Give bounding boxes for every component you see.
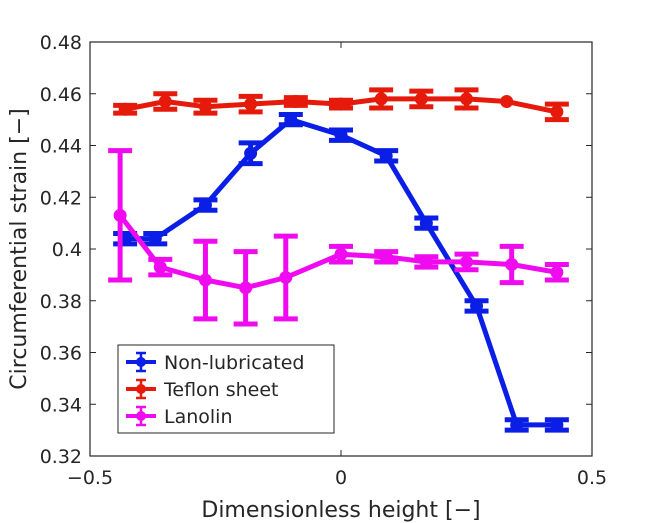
data-point [510,418,524,432]
data-point [198,273,212,287]
data-point [379,149,393,163]
legend-item-0: Non-lubricated [126,351,305,374]
x-tick-label: −0.5 [67,467,113,489]
data-point [118,102,132,116]
data-point [419,216,433,230]
data-point [198,198,212,212]
data-point [148,232,162,246]
legend-label: Teflon sheet [163,379,279,401]
data-point [379,250,393,264]
y-tick-label: 0.4 [52,239,82,261]
data-point [334,247,348,261]
legend-item-1: Teflon sheet [126,378,279,401]
data-point [239,281,253,295]
y-tick-label: 0.46 [40,84,82,106]
data-point [550,418,564,432]
data-point [419,255,433,269]
axes-layer: 0.32 0.34 0.36 0.38 0.4 0.42 0.44 0.46 0.48 −0.5 0… [40,32,607,489]
legend-marker [136,357,146,367]
legend-label: Non-lubricated [164,352,305,374]
data-point [550,265,564,279]
series-layer [108,87,569,433]
data-point [374,92,388,106]
legend-marker [136,411,146,421]
data-point [470,299,484,313]
legend-marker [136,384,146,394]
y-tick-label: 0.44 [40,136,82,158]
data-point [334,97,348,111]
y-tick-label: 0.36 [40,343,82,365]
y-axis-label: Circumferential strain [−] [7,108,32,389]
series-2 [108,148,569,327]
data-point [460,255,473,269]
data-point [289,95,303,109]
y-tick-label: 0.34 [40,394,82,416]
data-point [198,100,212,114]
series-1 [113,87,569,123]
data-point [113,208,127,222]
x-tick-label: 0 [335,467,347,489]
data-point [153,260,167,274]
y-tick-label: 0.32 [40,446,82,468]
y-tick-label: 0.48 [40,32,82,54]
x-axis-label: Dimensionless height [−] [201,498,480,523]
legend-label: Lanolin [164,406,233,428]
data-point [279,270,293,284]
data-point [460,92,473,106]
data-point [500,95,514,109]
data-point [334,128,348,142]
data-point [244,146,258,160]
data-point [244,97,258,111]
data-point [505,258,519,272]
y-tick-label: 0.42 [40,187,82,209]
data-point [284,113,298,127]
legend: Non-lubricated Teflon sheet Lanolin [117,344,335,434]
data-point [158,95,172,109]
legend-item-2: Lanolin [126,405,233,428]
x-tick-label: 0.5 [577,467,607,489]
data-point [414,92,428,106]
data-point [550,105,564,119]
y-tick-label: 0.38 [40,291,82,313]
